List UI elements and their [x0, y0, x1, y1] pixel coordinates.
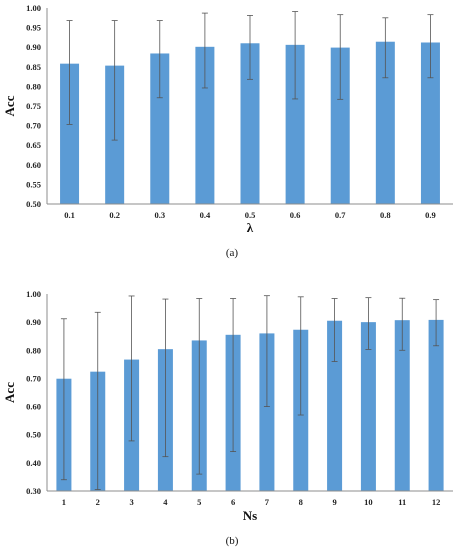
y-tick-label: 0.40 — [26, 458, 41, 468]
y-tick-label: 0.80 — [26, 81, 41, 91]
y-tick-label: 0.60 — [26, 160, 41, 170]
error-bar — [94, 311, 101, 490]
x-tick-label: 8 — [299, 497, 303, 507]
y-axis-label: Acc — [2, 382, 17, 403]
x-tick-label: 9 — [332, 497, 336, 507]
y-tick-label: 0.70 — [26, 373, 41, 383]
y-tick-label: 0.80 — [26, 345, 41, 355]
y-tick-label: 0.90 — [26, 317, 41, 327]
x-tick-label: 0.1 — [64, 210, 75, 220]
x-tick-label: 6 — [231, 497, 235, 507]
error-bar — [365, 297, 372, 350]
bar — [195, 46, 215, 204]
chart-caption: (a) — [226, 247, 239, 259]
y-tick-label: 1.00 — [26, 3, 41, 13]
error-bar — [433, 299, 440, 347]
x-tick-label: 3 — [129, 497, 133, 507]
bar — [240, 43, 260, 204]
x-tick-label: 0.9 — [425, 210, 436, 220]
error-bar — [292, 11, 299, 100]
error-bar — [111, 20, 118, 141]
error-bar — [247, 15, 253, 80]
x-tick-label: 0.8 — [380, 210, 391, 220]
error-bar — [427, 14, 434, 79]
error-bar — [399, 297, 406, 351]
x-tick-label: 12 — [432, 497, 441, 507]
y-tick-label: 0.75 — [26, 101, 41, 111]
error-bar — [382, 17, 389, 79]
error-bar — [128, 295, 135, 442]
y-tick-label: 0.90 — [26, 42, 41, 52]
error-bar — [201, 12, 208, 89]
x-tick-label: 4 — [163, 497, 168, 507]
error-bar — [156, 20, 163, 99]
x-tick-label: 2 — [96, 497, 100, 507]
y-tick-label: 0.50 — [26, 199, 41, 209]
bar — [360, 322, 376, 491]
x-tick-label: 0.3 — [154, 210, 165, 220]
x-tick-label: 0.6 — [290, 210, 301, 220]
bar — [60, 63, 80, 204]
y-tick-label: 0.70 — [26, 121, 41, 131]
x-tick-label: 0.2 — [109, 210, 120, 220]
x-tick-label: 11 — [398, 497, 406, 507]
y-tick-label: 0.60 — [26, 402, 41, 412]
y-axis-label: Acc — [2, 95, 17, 116]
bar — [330, 47, 350, 205]
error-bar — [60, 318, 67, 481]
bar — [394, 320, 410, 491]
y-tick-label: 0.50 — [26, 430, 41, 440]
error-bar — [331, 298, 338, 362]
chart-b: 0.300.400.500.600.700.800.901.001 2 3 4 5 6 7 8… — [2, 289, 453, 547]
x-tick-label: 0.4 — [200, 210, 211, 220]
bar — [428, 319, 444, 491]
error-bar — [263, 295, 270, 407]
bar — [259, 333, 275, 491]
y-tick-label: 0.30 — [26, 486, 41, 496]
y-tick-label: 0.85 — [26, 62, 41, 72]
y-tick-label: 0.95 — [26, 23, 41, 33]
x-tick-label: 1 — [62, 497, 66, 507]
error-bar — [66, 20, 73, 125]
y-tick-label: 0.65 — [26, 140, 41, 150]
error-bar — [196, 298, 203, 475]
x-tick-label: 7 — [265, 497, 270, 507]
error-bar — [162, 298, 169, 458]
bar — [150, 53, 170, 204]
y-tick-label: 1.00 — [26, 289, 41, 299]
bar — [420, 42, 440, 204]
chart-a: 0.50 0.55 0.60 0.65 0.70 0.75 0.80 0.85 0.90 0.95… — [2, 3, 453, 259]
error-bar — [337, 14, 344, 100]
bar — [327, 320, 343, 491]
x-tick-label: 0.7 — [335, 210, 346, 220]
bar — [285, 44, 305, 205]
x-tick-label: 5 — [197, 497, 201, 507]
bar — [375, 41, 395, 204]
error-bar — [297, 296, 304, 416]
x-tick-label: 0.5 — [245, 210, 256, 220]
error-bar — [230, 298, 237, 453]
x-tick-label: 10 — [364, 497, 373, 507]
y-tick-label: 0.55 — [26, 179, 41, 189]
x-axis-label: Ns — [243, 508, 257, 523]
chart-caption: (b) — [226, 535, 239, 547]
x-axis-label: λ — [247, 220, 254, 235]
